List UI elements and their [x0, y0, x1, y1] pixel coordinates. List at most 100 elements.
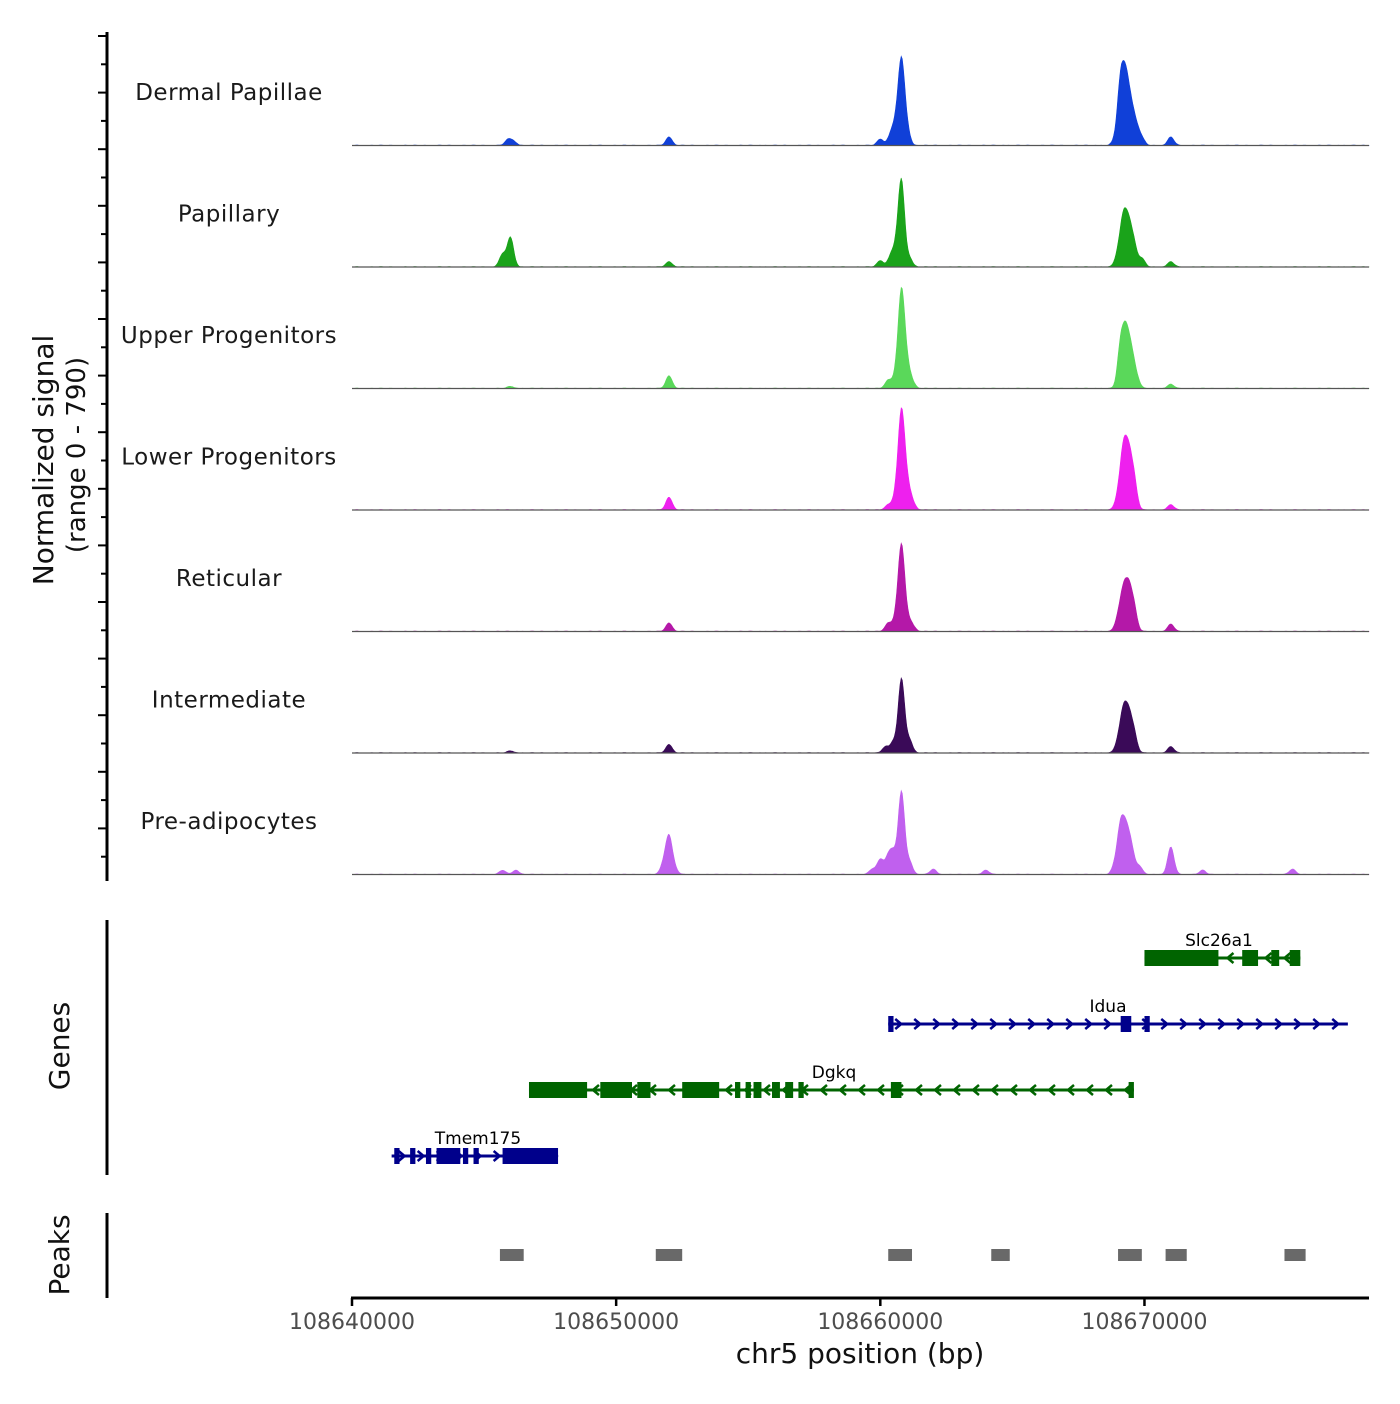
exon-block	[600, 1082, 633, 1098]
strand-arrow	[1046, 1018, 1056, 1030]
peak-region	[499, 1249, 524, 1261]
strand-arrow	[990, 1084, 999, 1096]
exon-block	[1271, 950, 1280, 966]
gene-track: Slc26a1 Idua Dgkq Tmem175	[391, 931, 1348, 1164]
peak-track	[499, 1249, 1306, 1261]
signal-y-axis-ticks	[98, 35, 107, 858]
y-axis-title-genes: Genes	[43, 1002, 76, 1090]
strand-arrow	[989, 1018, 999, 1030]
x-axis-tick-label: 108640000	[289, 1310, 415, 1335]
exon-block	[890, 1082, 902, 1098]
track-label: Pre-adipocytes	[140, 809, 317, 835]
strand-arrow	[1312, 1018, 1322, 1030]
strand-arrow	[1293, 1018, 1303, 1030]
exon-block	[462, 1148, 469, 1164]
signal-area	[351, 286, 1370, 389]
exon-block	[735, 1082, 741, 1098]
exon-block	[1242, 950, 1259, 966]
strand-arrow	[492, 1150, 502, 1162]
signal-area	[351, 677, 1370, 754]
gene-model: Idua	[888, 997, 1348, 1032]
strand-arrow	[1236, 1018, 1246, 1030]
x-axis-title: chr5 position (bp)	[736, 1337, 985, 1370]
exon-block	[394, 1148, 400, 1164]
strand-arrow	[1084, 1018, 1094, 1030]
strand-arrow	[591, 1084, 600, 1096]
x-axis-tick-label: 108660000	[817, 1310, 943, 1335]
strand-arrow	[913, 1018, 923, 1030]
strand-arrow	[1103, 1018, 1113, 1030]
signal-area	[351, 407, 1370, 511]
gene-label: Tmem175	[434, 1129, 521, 1149]
exon-block	[528, 1082, 588, 1098]
strand-arrow	[876, 1084, 885, 1096]
strand-arrow	[819, 1084, 828, 1096]
exon-block	[1144, 950, 1219, 966]
strand-arrow	[1028, 1084, 1037, 1096]
strand-arrow	[1217, 1018, 1227, 1030]
strand-arrow	[1009, 1084, 1018, 1096]
exon-block	[502, 1148, 559, 1164]
strand-arrow	[1008, 1018, 1018, 1030]
strand-arrow	[762, 1084, 771, 1096]
strand-arrow	[1331, 1018, 1341, 1030]
exon-block	[785, 1082, 794, 1098]
signal-area	[351, 55, 1370, 146]
strand-arrow	[933, 1084, 942, 1096]
strand-arrow	[932, 1018, 942, 1030]
exon-block	[425, 1148, 432, 1164]
peak-region	[1284, 1249, 1306, 1261]
strand-arrow	[1263, 952, 1273, 964]
y-axis-title-signal-line1: Normalized signal	[27, 335, 60, 586]
strand-arrow	[951, 1018, 961, 1030]
exon-block	[682, 1082, 720, 1098]
strand-arrow	[1179, 1018, 1189, 1030]
strand-arrow	[1047, 1084, 1056, 1096]
exon-block	[753, 1082, 762, 1098]
strand-arrow	[914, 1084, 923, 1096]
exon-block	[888, 1016, 894, 1032]
gene-model: Slc26a1	[1144, 931, 1301, 966]
strand-arrow	[970, 1018, 980, 1030]
peak-region	[655, 1249, 683, 1261]
signal-area	[351, 789, 1370, 875]
strand-arrow	[1198, 1018, 1208, 1030]
exon-block	[1120, 1016, 1132, 1032]
exon-block	[473, 1148, 479, 1164]
x-axis-ticks: 108640000 108650000 108660000 108670000	[289, 1298, 1207, 1335]
track-label: Intermediate	[152, 688, 306, 714]
strand-arrow	[838, 1084, 847, 1096]
exon-block	[1144, 1016, 1150, 1032]
strand-arrow	[1160, 1018, 1170, 1030]
strand-arrow	[1274, 1018, 1284, 1030]
x-axis-tick-label: 108670000	[1081, 1310, 1207, 1335]
exon-block	[1289, 950, 1301, 966]
gene-model: Tmem175	[391, 1129, 559, 1164]
exon-block	[798, 1082, 804, 1098]
strand-arrow	[894, 1018, 904, 1030]
gene-model: Dgkq	[528, 1063, 1134, 1098]
strand-arrow	[724, 1084, 733, 1096]
strand-arrow	[952, 1084, 961, 1096]
strand-arrow	[1085, 1084, 1094, 1096]
signal-area	[351, 177, 1370, 268]
peak-region	[991, 1249, 1010, 1261]
strand-arrow	[1066, 1084, 1075, 1096]
strand-arrow	[971, 1084, 980, 1096]
strand-arrow	[1255, 1018, 1265, 1030]
strand-arrow	[667, 1084, 676, 1096]
y-axis-title-peaks: Peaks	[43, 1214, 76, 1295]
exon-block	[436, 1148, 461, 1164]
strand-arrow	[1065, 1018, 1075, 1030]
track-label: Reticular	[176, 566, 282, 592]
strand-arrow	[416, 1150, 426, 1162]
strand-arrow	[857, 1084, 866, 1096]
track-label: Dermal Papillae	[135, 80, 323, 106]
track-label: Upper Progenitors	[121, 323, 337, 349]
peak-region	[1165, 1249, 1187, 1261]
signal-area	[351, 542, 1370, 632]
exon-block	[637, 1082, 651, 1098]
exon-block	[1128, 1082, 1134, 1098]
